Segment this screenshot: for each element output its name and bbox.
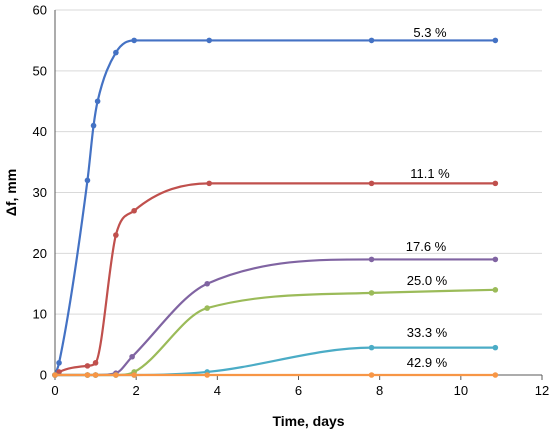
data-point [492, 344, 499, 351]
series-label: 33.3 % [407, 325, 448, 340]
x-axis-title: Time, days [272, 413, 344, 429]
data-point [492, 256, 499, 263]
data-point [131, 372, 137, 378]
data-point [84, 363, 91, 369]
data-point [204, 305, 210, 311]
data-point [206, 37, 213, 44]
data-point [492, 372, 499, 378]
data-point [492, 37, 499, 44]
data-point [90, 122, 97, 129]
x-tick-labels: 0 2 4 6 8 10 12 [51, 375, 549, 398]
series-label: 11.1 % [410, 166, 450, 181]
series-5 [52, 372, 499, 378]
data-point [368, 344, 375, 351]
data-point [113, 49, 119, 56]
y-axis-title: Δf, mm [3, 169, 19, 216]
x-tick-label: 6 [295, 383, 302, 398]
series-1 [52, 180, 499, 378]
y-tick-label: 0 [40, 368, 47, 383]
x-tick-label: 10 [454, 383, 468, 398]
data-point [56, 369, 62, 375]
data-point [129, 353, 135, 360]
y-tick-label: 20 [33, 246, 47, 261]
series-label: 17.6 % [406, 239, 447, 254]
series-group [52, 37, 499, 378]
data-point [84, 372, 91, 378]
data-point [368, 290, 375, 296]
series-labels: 5.3 % 11.1 % 17.6 % 25.0 % 33.3 % 42.9 % [406, 25, 450, 370]
series-label: 25.0 % [407, 273, 448, 288]
data-point [131, 207, 137, 214]
series-line [53, 39, 496, 376]
data-point [52, 372, 58, 378]
data-point [94, 98, 101, 105]
data-point [204, 280, 210, 287]
data-point [368, 372, 375, 378]
data-point [92, 360, 99, 366]
x-tick-label: 8 [376, 383, 383, 398]
y-tick-labels: 0 10 20 30 40 50 60 [33, 3, 47, 383]
data-point [368, 256, 375, 263]
gridlines [55, 9, 542, 315]
data-point [131, 37, 137, 44]
series-label: 5.3 % [413, 25, 447, 40]
y-tick-label: 40 [33, 124, 47, 139]
x-tick-label: 2 [133, 383, 140, 398]
series-label: 42.9 % [407, 355, 448, 370]
data-point [368, 37, 375, 44]
data-point [92, 372, 99, 378]
x-tick-label: 4 [214, 383, 221, 398]
series-line [54, 182, 496, 376]
data-point [113, 372, 119, 378]
x-tick-label: 12 [535, 383, 549, 398]
data-point [492, 180, 499, 187]
data-point [368, 180, 375, 187]
data-point [113, 232, 119, 238]
data-point [206, 180, 213, 187]
data-point [84, 177, 91, 184]
data-point [56, 360, 62, 366]
y-tick-label: 30 [33, 185, 47, 200]
data-point [492, 287, 499, 293]
y-tick-label: 60 [33, 3, 47, 18]
y-tick-label: 10 [33, 307, 47, 322]
x-tick-label: 0 [51, 383, 58, 398]
data-point [204, 372, 210, 378]
y-tick-label: 50 [33, 63, 47, 78]
